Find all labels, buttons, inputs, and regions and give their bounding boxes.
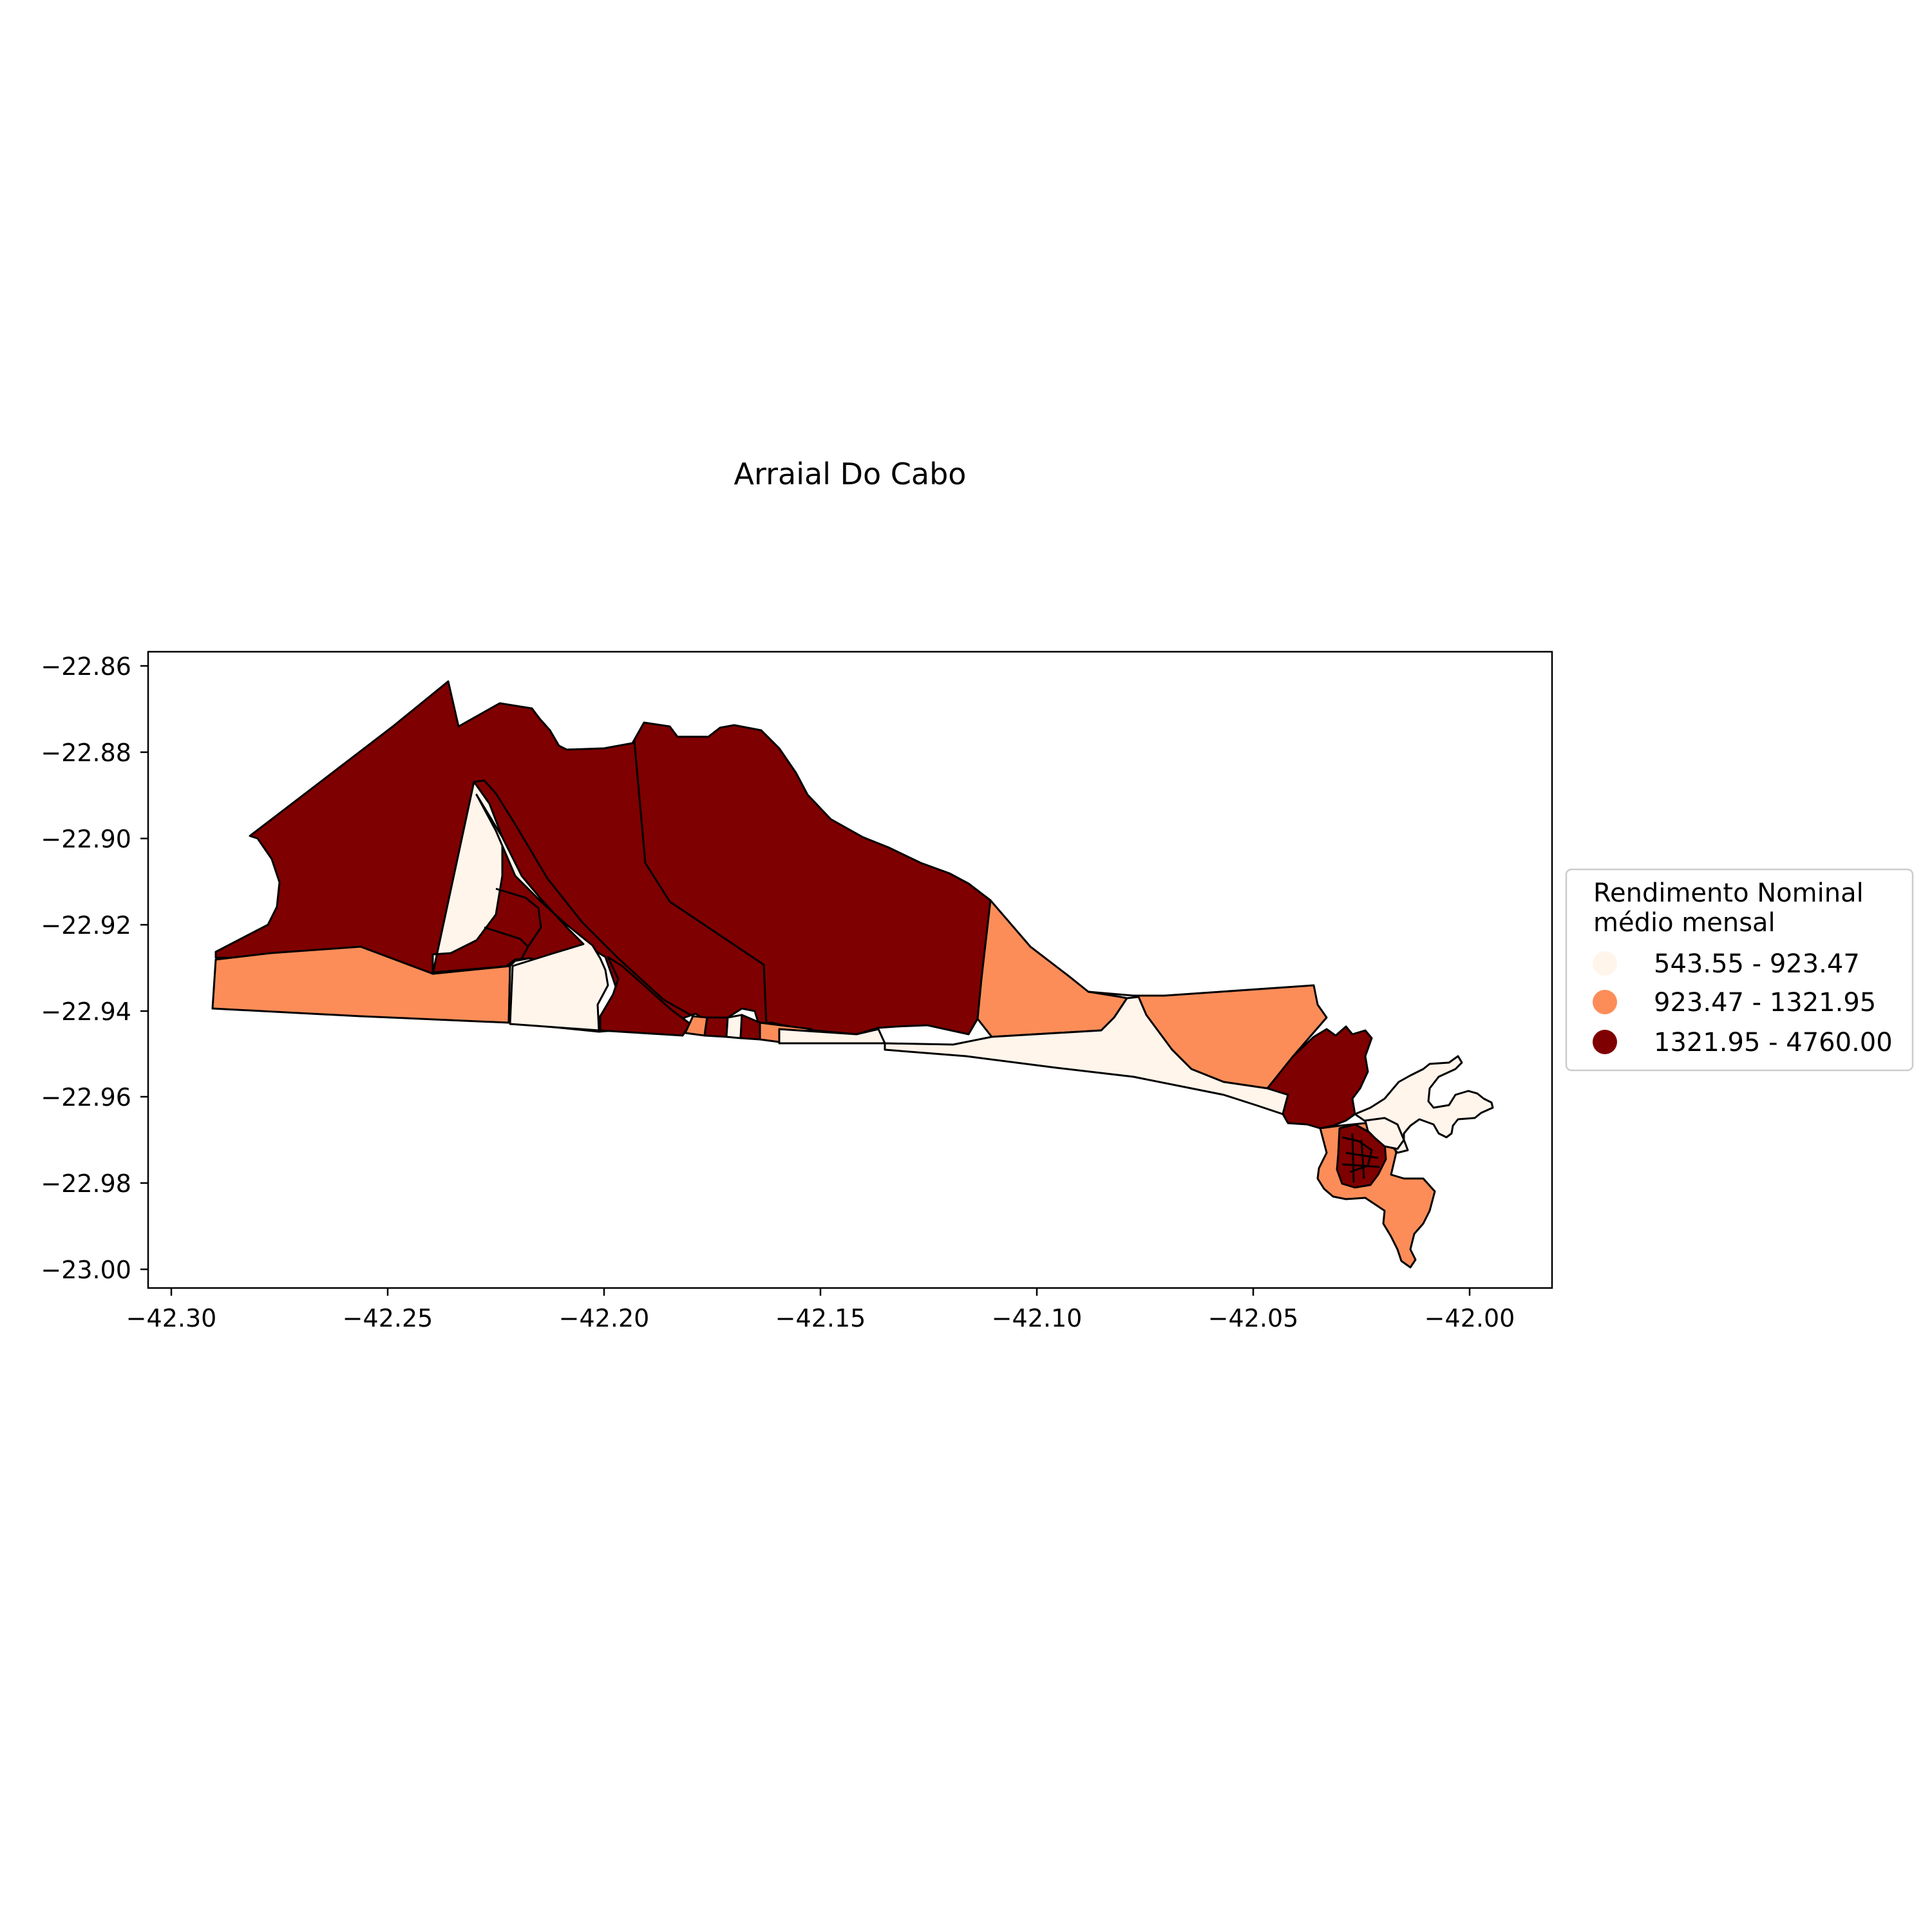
axes-frame bbox=[147, 650, 1553, 1289]
legend-label-mid: 923.47 - 1321.95 bbox=[1654, 988, 1876, 1018]
y-tick-label: −22.98 bbox=[41, 1170, 131, 1198]
y-tick-label: −23.00 bbox=[41, 1256, 131, 1284]
y-tick-label: −22.90 bbox=[41, 825, 131, 853]
y-tick-label: −22.86 bbox=[41, 652, 131, 681]
region-boundary bbox=[1341, 1133, 1380, 1183]
y-tick-label: −22.92 bbox=[41, 911, 131, 940]
y-tick-label: −22.88 bbox=[41, 739, 131, 767]
x-tick-label: −42.10 bbox=[992, 1304, 1083, 1332]
region-stripe-6 bbox=[778, 1028, 886, 1045]
legend-marker-mid bbox=[1593, 990, 1617, 1014]
map-title: Arraial Do Cabo bbox=[734, 457, 967, 491]
legend-marker-high bbox=[1593, 1030, 1617, 1054]
y-tick-label: −22.94 bbox=[41, 998, 131, 1026]
legend-marker-low bbox=[1593, 951, 1617, 976]
y-axis: −22.86 −22.88 −22.90 −22.92 −22.94 −22.9… bbox=[41, 652, 148, 1284]
map-regions bbox=[211, 680, 1494, 1269]
legend-title-line2: médio mensal bbox=[1593, 908, 1776, 938]
x-tick-label: −42.05 bbox=[1208, 1304, 1299, 1332]
region-inlet-dark bbox=[599, 956, 692, 1037]
region-boundary bbox=[484, 926, 529, 948]
legend-box bbox=[1565, 868, 1914, 1072]
x-tick-label: −42.25 bbox=[343, 1304, 433, 1332]
x-tick-label: −42.30 bbox=[126, 1304, 217, 1332]
x-tick-label: −42.15 bbox=[775, 1304, 866, 1332]
region-boundary bbox=[495, 887, 542, 959]
x-tick-label: −42.20 bbox=[559, 1304, 650, 1332]
region-east-cream-2 bbox=[1364, 1117, 1405, 1150]
region-stripe-3 bbox=[725, 1014, 743, 1039]
legend: Rendimento Nominal médio mensal 543.55 -… bbox=[1565, 868, 1914, 1072]
region-inlet-2 bbox=[475, 793, 609, 1032]
region-stripe-2 bbox=[703, 1016, 729, 1038]
legend-label-high: 1321.95 - 4760.00 bbox=[1654, 1028, 1893, 1057]
region-east-dark bbox=[1266, 1025, 1373, 1130]
x-tick-label: −42.00 bbox=[1425, 1304, 1515, 1332]
y-tick-label: −22.96 bbox=[41, 1083, 131, 1112]
x-axis: −42.30 −42.25 −42.20 −42.15 −42.10 −42.0… bbox=[126, 1288, 1515, 1332]
region-boundary bbox=[473, 779, 712, 1020]
region-boundary bbox=[633, 740, 768, 1025]
legend-title-line1: Rendimento Nominal bbox=[1593, 878, 1864, 908]
legend-label-low: 543.55 - 923.47 bbox=[1654, 949, 1860, 979]
region-coastal-strip bbox=[884, 996, 1289, 1115]
